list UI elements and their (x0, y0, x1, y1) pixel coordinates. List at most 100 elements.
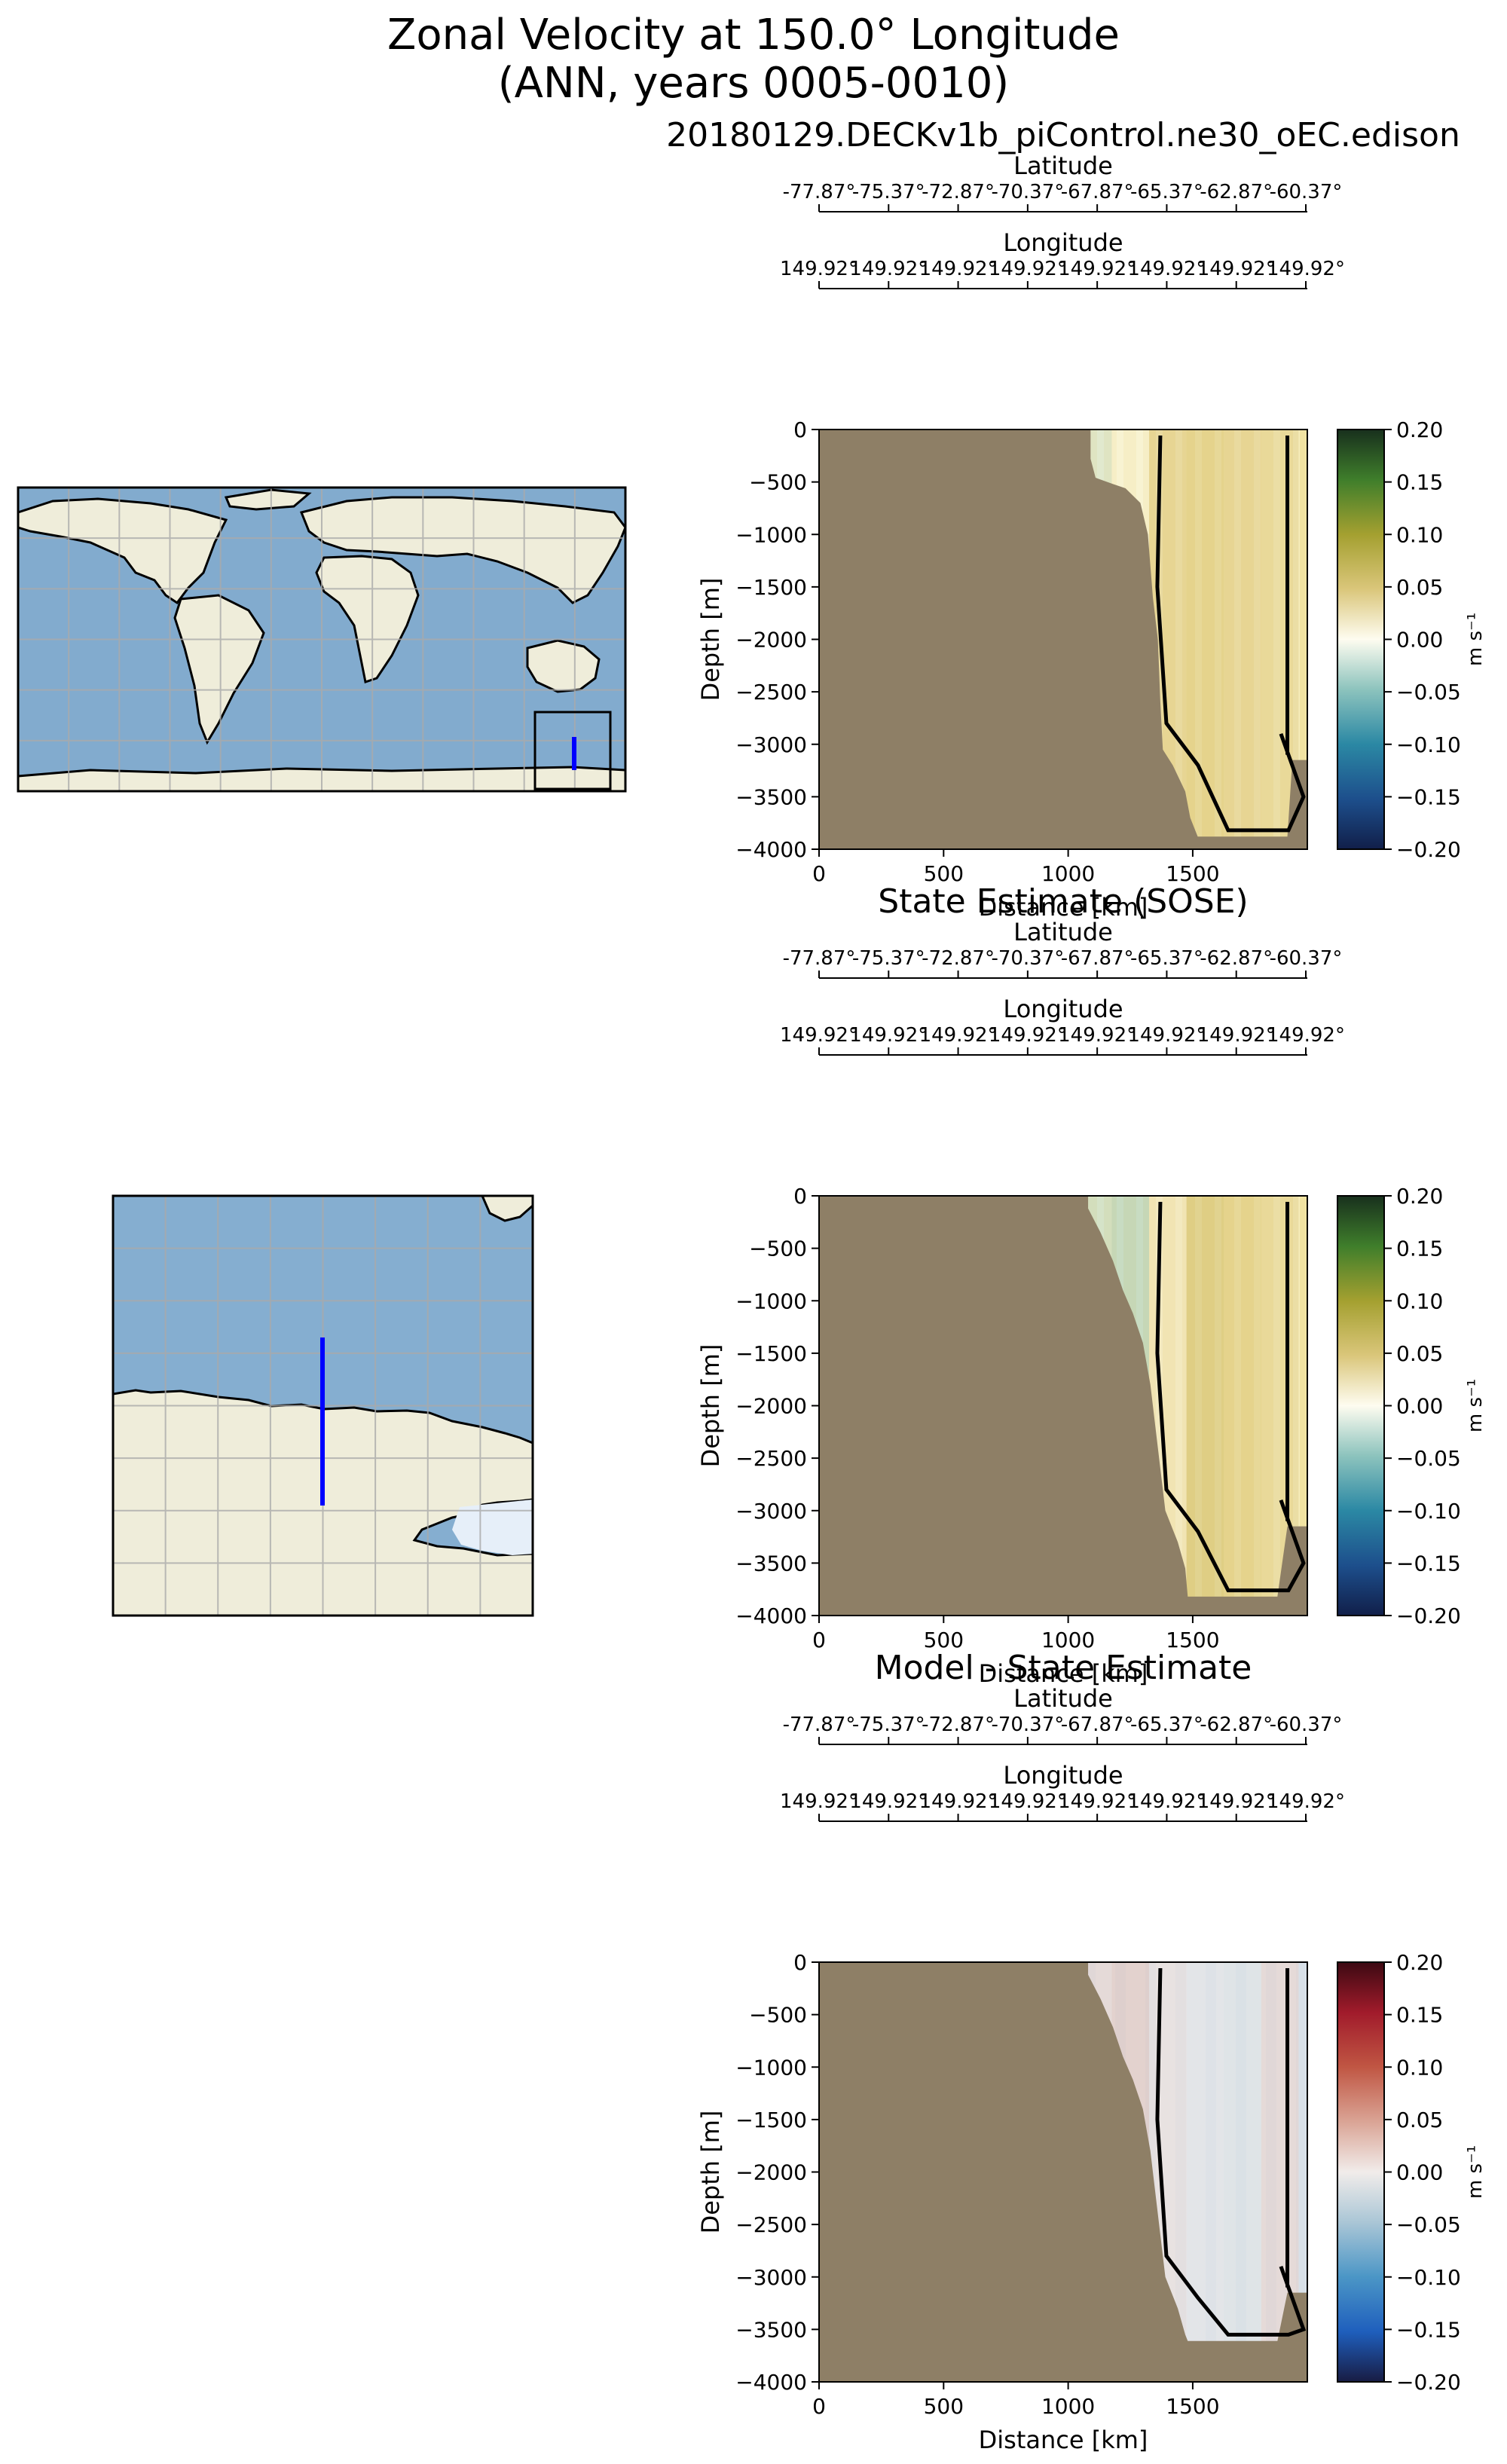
secondary-tick-label: 149.92° (1197, 258, 1276, 280)
secondary-tick-label: 149.92° (1127, 1024, 1206, 1047)
secondary-tick-label: 149.92° (919, 1790, 998, 1813)
y-tick-label: −3000 (735, 2265, 807, 2290)
secondary-tick-label: -72.87° (922, 181, 995, 203)
x-tick-label: 1000 (1041, 2394, 1095, 2419)
colorbar-tick-label: 0.15 (1396, 1237, 1443, 1261)
colorbar-tick-label: −0.15 (1396, 2317, 1461, 2342)
australia (526, 639, 601, 693)
y-tick-label: −3000 (735, 732, 807, 757)
velocity-band (1224, 1962, 1261, 2382)
colorbar-gradient (1337, 1195, 1385, 1616)
colorbar-gradient (1337, 429, 1385, 850)
x-tick-label: 500 (924, 861, 964, 886)
colorbar-tick-label: 0.10 (1396, 1289, 1443, 1313)
colorbar: 0.20 0.15 0.10 0.05 0.00 −0.05 −0.10 −0.15 −0.20… (1337, 417, 1487, 862)
secondary-tick-label: -77.87° (783, 1713, 856, 1736)
y-tick-label: −2000 (735, 1394, 807, 1419)
y-tick-label: −4000 (735, 2370, 807, 2395)
colorbar-tick-label: 0.00 (1396, 1394, 1443, 1419)
y-tick-label: 0 (793, 417, 807, 442)
x-tick-label: 0 (812, 2394, 826, 2419)
secondary-axis-label: Latitude (1013, 151, 1113, 180)
secondary-tick-label: -62.87° (1200, 947, 1273, 970)
y-axis-label: Depth [m] (696, 1344, 725, 1468)
colorbar-tick-label: −0.05 (1396, 2212, 1461, 2237)
zero-contour (1155, 435, 1306, 833)
y-tick-label: −500 (749, 2003, 807, 2028)
colorbar-tick-label: 0.05 (1396, 1341, 1443, 1366)
colorbar-tick-label: −0.20 (1396, 1603, 1461, 1628)
y-tick-label: −2500 (735, 1446, 807, 1471)
x-axis-label: Distance [km] (979, 2426, 1148, 2454)
panel-title: State Estimate (SOSE) (878, 882, 1248, 921)
secondary-tick-label: -70.37° (991, 947, 1064, 970)
secondary-tick-label: -70.37° (991, 1713, 1064, 1736)
secondary-tick-label: -65.37° (1130, 1713, 1203, 1736)
bathymetry (819, 430, 1307, 849)
gridlines (18, 488, 625, 791)
secondary-axis-label: Longitude (1003, 1761, 1123, 1790)
zoom-map (112, 1194, 534, 1617)
colorbar-tick-label: 0.20 (1396, 417, 1443, 442)
colorbar-tick-label: 0.15 (1396, 470, 1443, 495)
y-tick-label: −3000 (735, 1499, 807, 1524)
secondary-tick-label: 149.92° (1197, 1024, 1276, 1047)
x-tick-label: 1000 (1041, 861, 1095, 886)
secondary-tick-label: 149.92° (1267, 258, 1345, 280)
secondary-tick-label: -62.87° (1200, 181, 1273, 203)
map-frame (112, 1194, 534, 1617)
secondary-tick-label: -62.87° (1200, 1713, 1273, 1736)
colorbar-tick-label: −0.20 (1396, 2370, 1461, 2395)
x-tick-label: 500 (924, 2394, 964, 2419)
secondary-tick-label: 149.92° (780, 1024, 858, 1047)
colorbar-tick-label: 0.20 (1396, 1184, 1443, 1209)
secondary-tick-label: -77.87° (783, 181, 856, 203)
north-america (18, 497, 228, 605)
secondary-tick-label: 149.92° (1058, 1790, 1136, 1813)
secondary-tick-label: 149.92° (849, 258, 928, 280)
secondary-tick-label: -72.87° (922, 947, 995, 970)
y-tick-label: −1500 (735, 2108, 807, 2132)
colorbar-tick-label: −0.15 (1396, 784, 1461, 809)
velocity-band (1224, 1196, 1261, 1616)
secondary-tick-label: -65.37° (1130, 181, 1203, 203)
secondary-tick-label: 149.92° (1058, 1024, 1136, 1047)
colorbar-tick-label: −0.15 (1396, 1551, 1461, 1576)
y-tick-label: −3500 (735, 1551, 807, 1576)
y-tick-label: −1500 (735, 575, 807, 600)
y-tick-label: −1000 (735, 522, 807, 547)
secondary-tick-label: 149.92° (989, 1024, 1067, 1047)
colorbar: 0.20 0.15 0.10 0.05 0.00 −0.05 −0.10 −0.15 −0.20… (1337, 1950, 1487, 2395)
y-axis-label: Depth [m] (696, 578, 725, 702)
secondary-tick-label: -75.37° (852, 1713, 925, 1736)
colorbar-tick-label: 0.05 (1396, 575, 1443, 600)
y-tick-label: −3500 (735, 784, 807, 809)
tasmania-tip (481, 1196, 533, 1222)
colorbar-tick-label: 0.10 (1396, 2055, 1443, 2080)
secondary-tick-label: 149.92° (780, 1790, 858, 1813)
y-axis-label: Depth [m] (696, 2111, 725, 2234)
x-tick-label: 0 (812, 861, 826, 886)
y-tick-label: −4000 (735, 1603, 807, 1628)
x-tick-label: 1500 (1166, 1628, 1219, 1652)
x-tick-label: 1000 (1041, 1628, 1095, 1652)
colorbar-tick-label: 0.15 (1396, 2003, 1443, 2028)
secondary-tick-label: -67.87° (1061, 181, 1134, 203)
secondary-tick-label: -75.37° (852, 181, 925, 203)
secondary-tick-label: -72.87° (922, 1713, 995, 1736)
figure-title: Zonal Velocity at 150.0° Longitude (387, 11, 1120, 60)
bathymetry (819, 1196, 1307, 1616)
secondary-tick-label: -75.37° (852, 947, 925, 970)
colorbar-tick-label: −0.10 (1396, 1499, 1461, 1524)
colorbar-label: m s⁻¹ (1464, 613, 1487, 666)
y-tick-label: −1000 (735, 1289, 807, 1313)
secondary-tick-label: 149.92° (1197, 1790, 1276, 1813)
bathymetry (819, 1962, 1307, 2382)
secondary-tick-label: -70.37° (991, 181, 1064, 203)
panel-title: 20180129.DECKv1b_piControl.ne30_oEC.edis… (666, 116, 1460, 154)
colorbar-tick-label: 0.00 (1396, 2160, 1443, 2185)
velocity-band (1186, 430, 1224, 849)
region-box (533, 711, 612, 790)
global-map (17, 486, 627, 793)
